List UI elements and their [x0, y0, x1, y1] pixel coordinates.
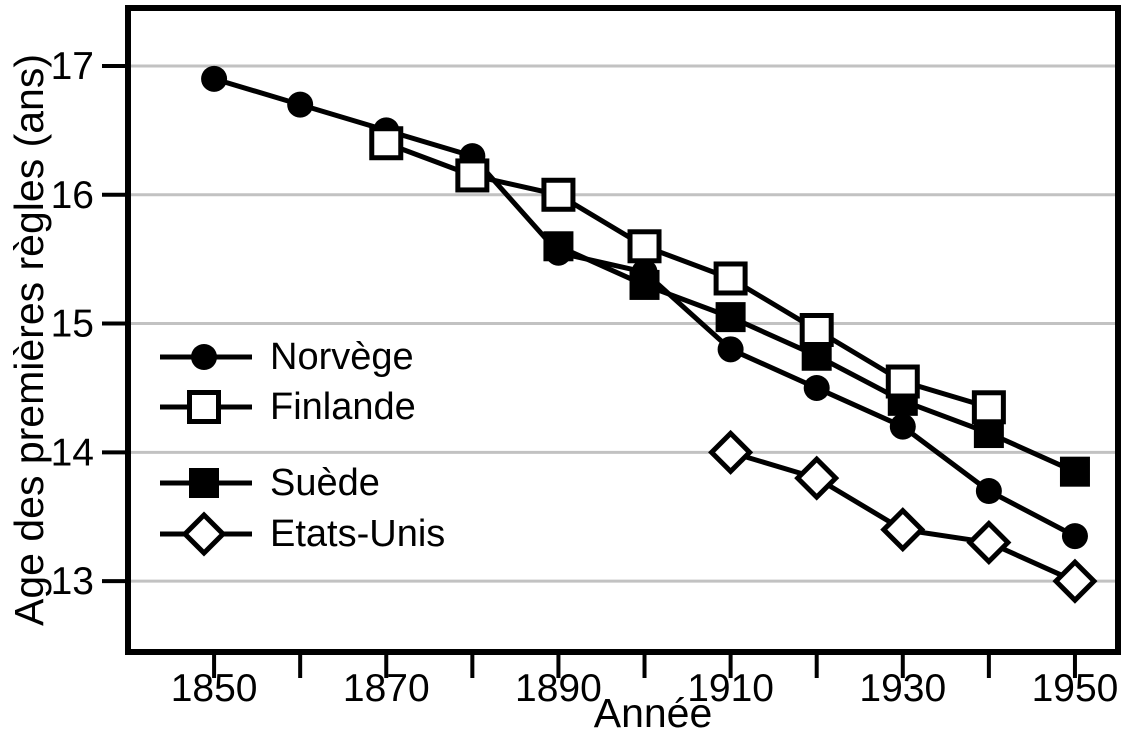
filled-circle-icon	[160, 344, 252, 370]
y-tick-label: 13	[51, 560, 94, 603]
filled-circle-icon	[201, 65, 228, 92]
x-tick-label: 1870	[343, 667, 430, 710]
open-diamond-icon	[880, 507, 926, 553]
open-diamond-icon	[1052, 558, 1098, 604]
open-diamond-icon	[708, 429, 754, 475]
open-diamond-icon	[160, 511, 252, 557]
open-diamond-icon	[794, 455, 840, 501]
legend-label: Etats-Unis	[270, 513, 446, 555]
y-tick-label: 16	[51, 174, 94, 217]
y-axis-label-wrap: Age des premières règles (ans)	[2, 10, 56, 670]
filled-circle-icon	[1061, 523, 1088, 550]
plot-frame	[125, 5, 1121, 655]
legend: Norvège Finlande Suède Etats-Unis	[158, 334, 578, 564]
legend-item-finlande: Finlande	[158, 384, 416, 430]
filled-circle-icon	[717, 336, 744, 363]
filled-circle-icon	[975, 478, 1002, 504]
open-square-icon	[541, 177, 576, 212]
filled-square-icon	[715, 302, 746, 333]
legend-label: Finlande	[270, 386, 416, 428]
open-diamond-icon	[966, 519, 1012, 566]
open-square-icon	[627, 229, 662, 264]
x-tick-label: 1890	[515, 667, 602, 710]
series-markers-etats-unis	[708, 429, 1098, 604]
filled-circle-icon	[287, 91, 314, 118]
filled-square-icon	[629, 269, 660, 300]
legend-label: Suède	[270, 462, 380, 504]
x-axis-label: Année	[593, 690, 713, 733]
y-tick-label: 14	[51, 431, 94, 474]
x-tick-label: 1930	[859, 667, 946, 710]
x-tick-label: 1850	[171, 667, 258, 710]
open-square-icon	[885, 364, 920, 399]
filled-circle-icon	[191, 344, 217, 370]
x-tick-label: 1950	[1032, 667, 1119, 710]
filled-circle-icon	[889, 413, 916, 440]
filled-square-icon	[543, 231, 574, 262]
y-tick-label: 17	[51, 45, 94, 88]
open-square-icon	[971, 390, 1006, 425]
open-square-icon	[455, 158, 490, 193]
open-diamond-icon	[181, 511, 227, 557]
y-tick-label: 15	[51, 303, 94, 346]
filled-square-icon	[160, 468, 252, 498]
open-square-icon	[369, 126, 404, 161]
legend-label: Norvège	[270, 336, 414, 378]
filled-circle-icon	[803, 374, 830, 401]
open-square-icon	[713, 261, 748, 296]
filled-square-icon	[1059, 456, 1090, 487]
filled-square-icon	[189, 468, 219, 498]
open-square-icon	[160, 390, 252, 424]
open-square-icon	[187, 390, 221, 424]
series-markers-finlande	[369, 126, 1006, 425]
x-tick-label: 1910	[687, 667, 774, 710]
legend-item-suede: Suède	[158, 460, 380, 506]
open-square-icon	[799, 313, 834, 347]
legend-item-etats-unis: Etats-Unis	[158, 511, 445, 557]
legend-item-norvege: Norvège	[158, 334, 414, 380]
y-axis-label: Age des premières règles (ans)	[5, 54, 52, 626]
